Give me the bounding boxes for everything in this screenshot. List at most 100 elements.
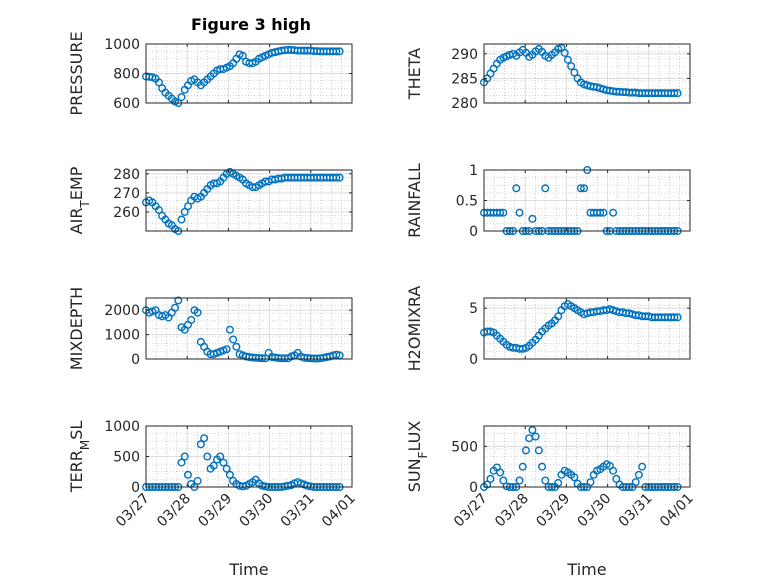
axes-box (483, 425, 691, 488)
data-point (570, 68, 579, 77)
data-point (673, 89, 682, 98)
data-point (541, 476, 550, 485)
data-point (200, 434, 209, 443)
data-point (258, 354, 267, 363)
data-point (177, 93, 186, 102)
y-tick-label: 600 (113, 96, 140, 112)
y-tick-label: 0 (469, 352, 478, 368)
y-tick-label: 500 (113, 450, 140, 466)
data-point (225, 325, 234, 334)
data-point (538, 462, 547, 471)
data-point (567, 62, 576, 71)
y-tick-label: 0.5 (456, 194, 478, 210)
data-point (670, 89, 679, 98)
subplot-6: 0 5 H2OMIXRA (405, 286, 691, 372)
data-point (496, 208, 505, 217)
y-tick-label: 0 (469, 480, 478, 496)
y-tick-label: 280 (451, 96, 478, 112)
data-point (638, 462, 647, 471)
y-tick-label: 500 (451, 439, 478, 455)
data-point (154, 206, 163, 215)
data-point (177, 215, 186, 224)
data-point (576, 184, 585, 193)
y-tick-label: 0 (469, 224, 478, 240)
data-point (225, 470, 234, 479)
series-points (142, 167, 344, 235)
y-tick-label: 0 (131, 352, 140, 368)
data-point (670, 313, 679, 322)
data-point (486, 474, 495, 483)
axes-box (145, 169, 353, 232)
data-point (499, 208, 508, 217)
data-point (219, 458, 228, 467)
y-tick-label: 2000 (104, 303, 140, 319)
series-points (480, 43, 682, 98)
y-axis-label: SUNFLUX (405, 421, 430, 493)
axes-box (483, 297, 691, 360)
data-point (563, 55, 572, 64)
data-point (609, 208, 618, 217)
y-tick-label: 800 (113, 67, 140, 83)
y-axis-label: RAINFALL (405, 163, 424, 238)
data-point (193, 476, 202, 485)
y-axis-label: AIRTEMP (67, 166, 92, 234)
subplot-5: 0 1000 2000 MIXDEPTH (67, 287, 353, 370)
data-point (554, 312, 563, 321)
data-point (560, 48, 569, 57)
data-point (174, 296, 183, 305)
y-axis-label: PRESSURE (67, 31, 86, 115)
data-point (631, 478, 640, 487)
data-point (599, 208, 608, 217)
data-point (183, 202, 192, 211)
y-tick-label: 0 (131, 480, 140, 496)
y-axis-label: THETA (405, 48, 424, 100)
y-axis-label: TERRMSL (67, 421, 92, 494)
y-tick-label: 260 (113, 205, 140, 221)
data-point (222, 464, 231, 473)
x-axis-label: Time (566, 560, 606, 579)
x-axis-label: Time (228, 560, 268, 579)
y-tick-label: 1000 (104, 37, 140, 53)
y-axis-label: MIXDEPTH (67, 287, 86, 370)
data-point (335, 173, 344, 182)
y-tick-label: 270 (113, 186, 140, 202)
data-point (196, 440, 205, 449)
data-point (332, 173, 341, 182)
y-axis-label: H2OMIXRA (405, 286, 424, 372)
data-point (586, 478, 595, 487)
data-point (203, 452, 212, 461)
data-point (612, 474, 621, 483)
data-point (332, 350, 341, 359)
data-point (512, 184, 521, 193)
data-point (596, 208, 605, 217)
data-point (531, 432, 540, 441)
data-point (515, 476, 524, 485)
data-point (180, 452, 189, 461)
data-point (171, 303, 180, 312)
data-point (335, 47, 344, 56)
data-point (499, 476, 508, 485)
y-tick-label: 1000 (104, 419, 140, 435)
y-tick-label: 1 (469, 163, 478, 179)
data-point (521, 446, 530, 455)
subplot-3: 260 270 280 AIRTEMP (67, 166, 353, 235)
data-point (534, 446, 543, 455)
subplot-2: 280 285 290 THETA (405, 43, 691, 112)
data-point (222, 345, 231, 354)
data-point (528, 214, 537, 223)
data-point (609, 466, 618, 475)
data-point (187, 315, 196, 324)
data-point (232, 342, 241, 351)
data-point (209, 461, 218, 470)
data-point (193, 308, 202, 317)
data-point (229, 335, 238, 344)
data-point (541, 184, 550, 193)
data-point (518, 462, 527, 471)
data-point (183, 470, 192, 479)
subplot-1: 600 800 1000 PRESSURE (67, 31, 353, 116)
data-point (216, 452, 225, 461)
series-points (480, 300, 682, 353)
y-tick-label: 5 (469, 301, 478, 317)
y-tick-label: 285 (451, 71, 478, 87)
